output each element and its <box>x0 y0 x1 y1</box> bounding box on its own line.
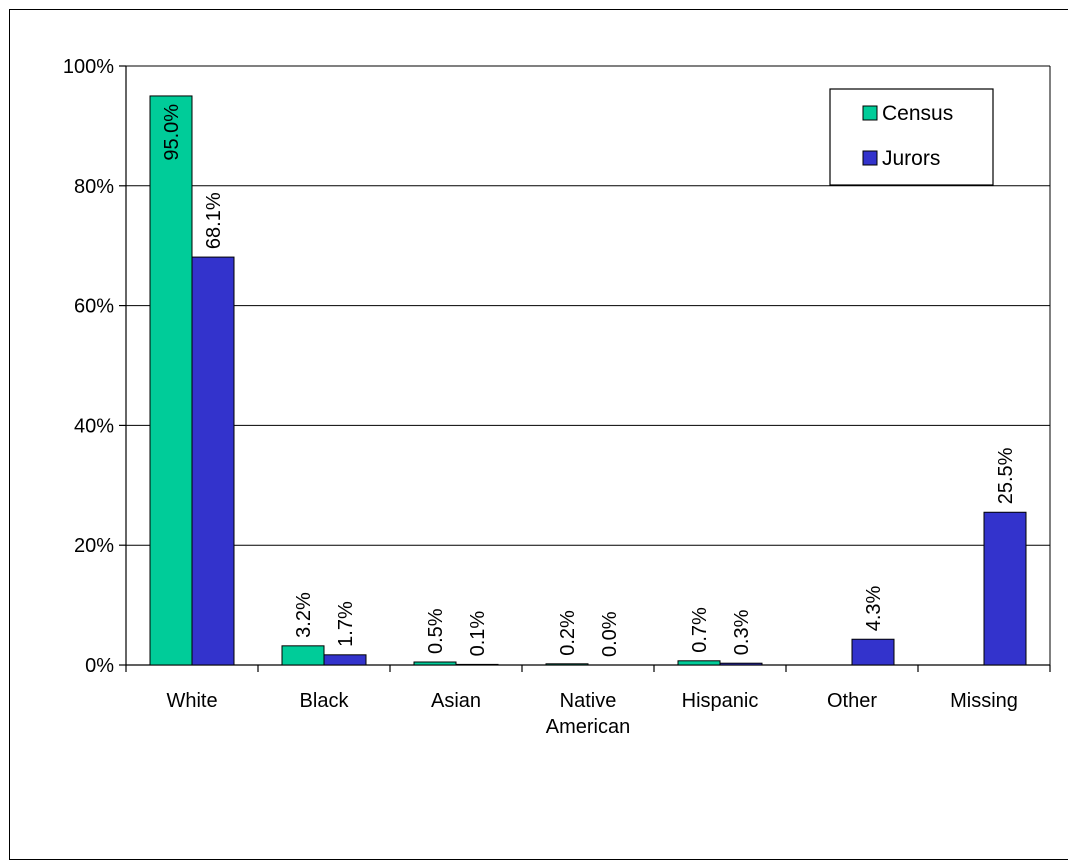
bar-census-black <box>281 645 325 666</box>
y-tick-label-80: 80% <box>74 176 114 198</box>
category-label-native-american-line-2: American <box>546 716 630 738</box>
category-label-hispanic: Hispanic <box>682 690 759 712</box>
bar-jurors-other <box>851 638 895 666</box>
data-label-jurors-missing: 25.5% <box>995 447 1017 504</box>
legend-label-census: Census <box>882 102 953 125</box>
y-tick-label-0: 0% <box>85 655 114 677</box>
bar-census-white <box>149 95 193 666</box>
data-label-census-native-american: 0.2% <box>557 610 579 656</box>
bar-jurors-white <box>191 256 235 666</box>
legend-swatch-jurors <box>862 150 878 166</box>
category-label-white: White <box>166 690 217 712</box>
y-tick-label-60: 60% <box>74 296 114 318</box>
category-label-missing: Missing <box>950 690 1018 712</box>
chart-frame: 0% 20% 40% 60% 80% 100% 95.0% 68.1% 3.2% 1.7% 0.5%… <box>9 9 1068 860</box>
data-label-census-black: 3.2% <box>293 592 315 638</box>
data-label-census-hispanic: 0.7% <box>689 607 711 653</box>
bar-jurors-black <box>323 654 367 666</box>
data-label-jurors-black: 1.7% <box>335 601 357 647</box>
legend-box <box>829 88 994 186</box>
bar-census-hispanic <box>677 660 721 666</box>
bar-jurors-hispanic <box>719 662 763 666</box>
data-label-census-white: 95.0% <box>161 104 183 161</box>
y-tick-label-20: 20% <box>74 535 114 557</box>
bar-census-native-american <box>545 663 589 666</box>
bar-census-asian <box>413 661 457 666</box>
bar-jurors-missing <box>983 511 1027 666</box>
data-label-jurors-white: 68.1% <box>203 192 225 249</box>
data-label-jurors-asian: 0.1% <box>467 611 489 657</box>
bar-chart: 0% 20% 40% 60% 80% 100% 95.0% 68.1% 3.2% 1.7% 0.5%… <box>63 56 1051 738</box>
category-label-native-american-line-1: Native <box>560 690 617 712</box>
y-tick-label-40: 40% <box>74 415 114 437</box>
category-label-asian: Asian <box>431 690 481 712</box>
data-label-jurors-hispanic: 0.3% <box>731 609 753 655</box>
category-label-other: Other <box>827 690 877 712</box>
category-label-black: Black <box>300 690 350 712</box>
y-tick-label-100: 100% <box>63 56 114 78</box>
bar-jurors-asian <box>455 663 499 666</box>
data-label-jurors-native-american: 0.0% <box>599 611 621 657</box>
data-label-census-asian: 0.5% <box>425 608 447 654</box>
legend-label-jurors: Jurors <box>882 147 940 170</box>
legend-swatch-census <box>862 105 878 121</box>
data-label-jurors-other: 4.3% <box>863 585 885 631</box>
